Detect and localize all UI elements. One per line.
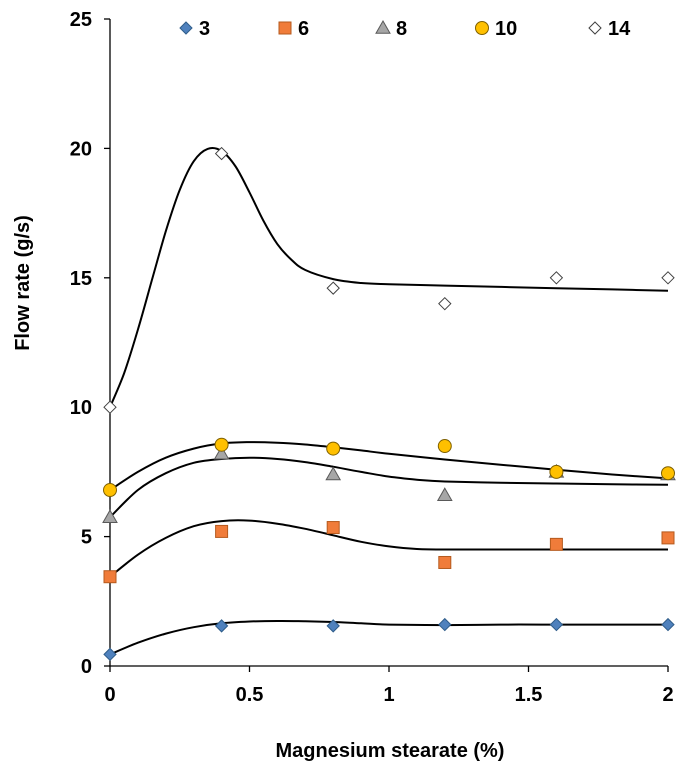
data-point-series-6 [438, 555, 452, 569]
data-point-series-10 [214, 437, 229, 452]
data-point-series-14 [438, 296, 452, 311]
data-point-series-14 [214, 146, 229, 161]
data-point-series-10 [661, 466, 675, 481]
legend-label-series-8: 8 [396, 18, 407, 40]
y-tick-label: 5 [81, 527, 92, 549]
axes: 0 5 10 15 20 25 0 0.5 1 1.5 2 [70, 9, 674, 706]
data-point-series-6 [215, 524, 229, 538]
y-tick-label: 0 [81, 656, 92, 678]
y-tick-label: 10 [70, 397, 92, 419]
data-point-series-3 [214, 619, 229, 633]
y-tick-label: 15 [70, 268, 92, 290]
x-tick-label: 2 [662, 684, 673, 706]
data-point-series-10 [437, 439, 452, 454]
fit-line-series-10 [109, 441, 669, 491]
data-point-series-3 [326, 619, 340, 633]
data-point-series-14 [661, 271, 675, 285]
legend-marker-series-3 [179, 21, 193, 35]
data-point-series-8 [325, 466, 342, 481]
y-tick-label: 25 [70, 9, 92, 31]
x-tick-label: 1.5 [515, 684, 543, 706]
data-point-series-10 [549, 464, 564, 479]
legend-label-series-3: 3 [199, 18, 210, 40]
x-tick-label: 1 [383, 684, 394, 706]
data-point-series-10 [103, 483, 117, 498]
data-point-series-6 [661, 531, 675, 545]
legend-marker-series-8 [375, 19, 391, 34]
legend-label-series-14: 14 [608, 18, 631, 40]
x-tick-label: 0 [104, 684, 115, 706]
data-point-series-6 [549, 537, 563, 551]
fit-line-series-8 [109, 456, 669, 518]
legend-marker-series-10 [475, 21, 489, 35]
data-point-series-3 [549, 617, 564, 632]
data-point-series-14 [103, 400, 117, 414]
legend: 3 6 8 10 14 [179, 18, 631, 40]
legend-label-series-10: 10 [495, 18, 517, 40]
fit-lines [109, 147, 669, 656]
legend-label-series-6: 6 [298, 18, 309, 40]
data-point-series-3 [438, 617, 452, 632]
fit-line-series-3 [109, 619, 668, 656]
data-point-series-8 [102, 509, 118, 523]
fit-line-series-14 [109, 147, 669, 408]
y-tick-label: 20 [70, 138, 92, 160]
data-markers [102, 146, 676, 662]
data-point-series-6 [326, 521, 340, 535]
data-point-series-3 [661, 617, 675, 632]
data-point-series-8 [436, 487, 453, 501]
fit-line-series-6 [109, 519, 668, 578]
data-point-series-14 [326, 281, 340, 295]
legend-marker-series-14 [588, 21, 602, 35]
x-axis-title: Magnesium stearate (%) [276, 740, 505, 762]
data-point-series-3 [103, 647, 117, 662]
data-point-series-6 [103, 570, 117, 584]
data-point-series-8 [213, 445, 230, 460]
data-point-series-14 [549, 271, 564, 285]
data-point-series-10 [326, 441, 341, 456]
legend-marker-series-6 [278, 21, 292, 35]
x-tick-label: 0.5 [236, 684, 264, 706]
y-axis-title: Flow rate (g/s) [12, 215, 34, 351]
